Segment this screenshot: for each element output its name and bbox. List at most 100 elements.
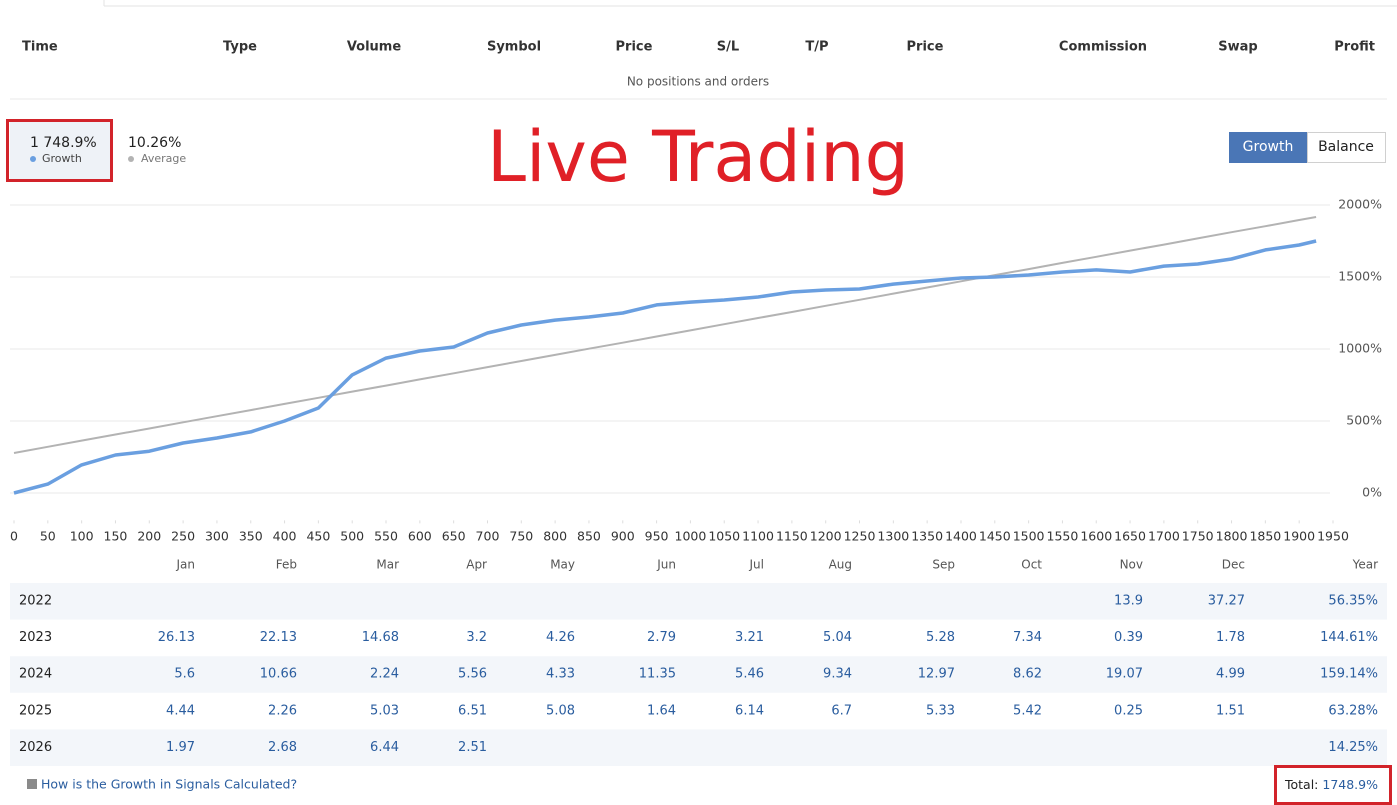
x-tick-label: 600: [408, 529, 432, 544]
cell-value: 26.13: [158, 630, 195, 645]
cell-value: 6.7: [831, 703, 852, 718]
cell-value: 19.07: [1106, 667, 1143, 682]
cell-value: 13.9: [1114, 594, 1143, 609]
cell-value: 4.26: [546, 630, 575, 645]
x-tick-label: 350: [239, 529, 263, 544]
column-header: Oct: [1021, 558, 1042, 572]
column-header: Price: [616, 40, 653, 55]
x-tick-label: 1800: [1216, 529, 1248, 544]
cell-value: 6.44: [370, 740, 399, 755]
column-header: Jan: [176, 558, 196, 572]
cell-value: 5.46: [735, 667, 764, 682]
cell-value: 1.97: [166, 740, 195, 755]
column-header: Type: [223, 40, 257, 55]
x-tick-label: 800: [543, 529, 567, 544]
x-tick-label: 450: [306, 529, 330, 544]
column-header: Year: [1352, 558, 1378, 572]
column-header: May: [550, 558, 575, 572]
row-band: [10, 656, 1387, 693]
x-tick-label: 1100: [742, 529, 774, 544]
column-header: Profit: [1334, 40, 1375, 55]
x-tick-label: 1000: [675, 529, 707, 544]
row-year: 2024: [19, 667, 52, 682]
cell-value: 1.51: [1216, 703, 1245, 718]
stat-box: [10, 122, 110, 179]
x-tick-label: 1050: [708, 529, 740, 544]
column-header: Aug: [829, 558, 852, 572]
cell-value: 5.33: [926, 703, 955, 718]
column-header: T/P: [805, 40, 828, 55]
x-tick-label: 50: [40, 529, 56, 544]
cell-value: 2.51: [458, 740, 487, 755]
x-tick-label: 1600: [1080, 529, 1112, 544]
tab-button-active[interactable]: [1229, 132, 1307, 163]
x-tick-label: 1400: [945, 529, 977, 544]
cell-value: 5.6: [174, 667, 195, 682]
column-header: Dec: [1222, 558, 1245, 572]
cell-value: 6.51: [458, 703, 487, 718]
cell-value: 4.99: [1216, 667, 1245, 682]
column-header: Nov: [1120, 558, 1143, 572]
x-tick-label: 900: [611, 529, 635, 544]
help-link[interactable]: How is the Growth in Signals Calculated?: [41, 777, 297, 792]
x-tick-label: 1550: [1047, 529, 1079, 544]
x-tick-label: 1650: [1114, 529, 1146, 544]
x-tick-label: 0: [10, 529, 18, 544]
x-tick-label: 1900: [1283, 529, 1315, 544]
x-tick-label: 1700: [1148, 529, 1180, 544]
empty-message: No positions and orders: [627, 75, 769, 89]
cell-value: 12.97: [918, 667, 955, 682]
y-tick-label: 1500%: [1338, 269, 1382, 284]
column-header: Commission: [1059, 40, 1147, 55]
cell-value: 0.39: [1114, 630, 1143, 645]
cell-value: 5.56: [458, 667, 487, 682]
x-tick-label: 700: [476, 529, 500, 544]
row-year: 2025: [19, 703, 52, 718]
series-line: [13, 239, 1317, 495]
x-tick-label: 1300: [877, 529, 909, 544]
x-tick-label: 150: [104, 529, 128, 544]
x-tick-label: 1250: [844, 529, 876, 544]
cell-value: 1.78: [1216, 630, 1245, 645]
cell-value: 14.25%: [1328, 740, 1378, 755]
legend-label: Growth: [42, 152, 82, 165]
column-header: Time: [22, 40, 58, 55]
x-tick-label: 300: [205, 529, 229, 544]
y-tick-label: 500%: [1346, 413, 1382, 428]
cell-value: 5.28: [926, 630, 955, 645]
x-tick-label: 550: [374, 529, 398, 544]
column-header: S/L: [717, 40, 739, 55]
cell-value: 2.26: [268, 703, 297, 718]
x-tick-label: 1950: [1317, 529, 1349, 544]
column-header: Sep: [932, 558, 955, 572]
x-tick-label: 1200: [810, 529, 842, 544]
cell-value: 7.34: [1013, 630, 1042, 645]
x-tick-label: 400: [273, 529, 297, 544]
cell-value: 144.61%: [1320, 630, 1378, 645]
x-tick-label: 950: [645, 529, 669, 544]
cell-value: 2.79: [647, 630, 676, 645]
cell-value: 11.35: [639, 667, 676, 682]
tab-label[interactable]: Balance: [1318, 139, 1374, 155]
total-label: Total:: [1284, 777, 1318, 792]
column-header: Feb: [276, 558, 297, 572]
x-tick-label: 1350: [911, 529, 943, 544]
x-tick-label: 200: [137, 529, 161, 544]
legend-dot: [128, 156, 134, 162]
series-line: [13, 216, 1317, 454]
row-year: 2022: [19, 594, 52, 609]
x-tick-label: 100: [70, 529, 94, 544]
annotation: Live Trading: [487, 116, 909, 198]
cell-value: 5.03: [370, 703, 399, 718]
row-band: [10, 729, 1387, 766]
tab-button[interactable]: [1307, 132, 1386, 163]
cell-value: 4.44: [166, 703, 195, 718]
cell-value: 2.68: [268, 740, 297, 755]
cell-value: 22.13: [260, 630, 297, 645]
legend-dot: [30, 156, 36, 162]
tab-label[interactable]: Growth: [1243, 139, 1294, 155]
row-year: 2026: [19, 740, 52, 755]
column-header: Price: [907, 40, 944, 55]
column-header: Apr: [466, 558, 487, 572]
x-tick-label: 1450: [979, 529, 1011, 544]
